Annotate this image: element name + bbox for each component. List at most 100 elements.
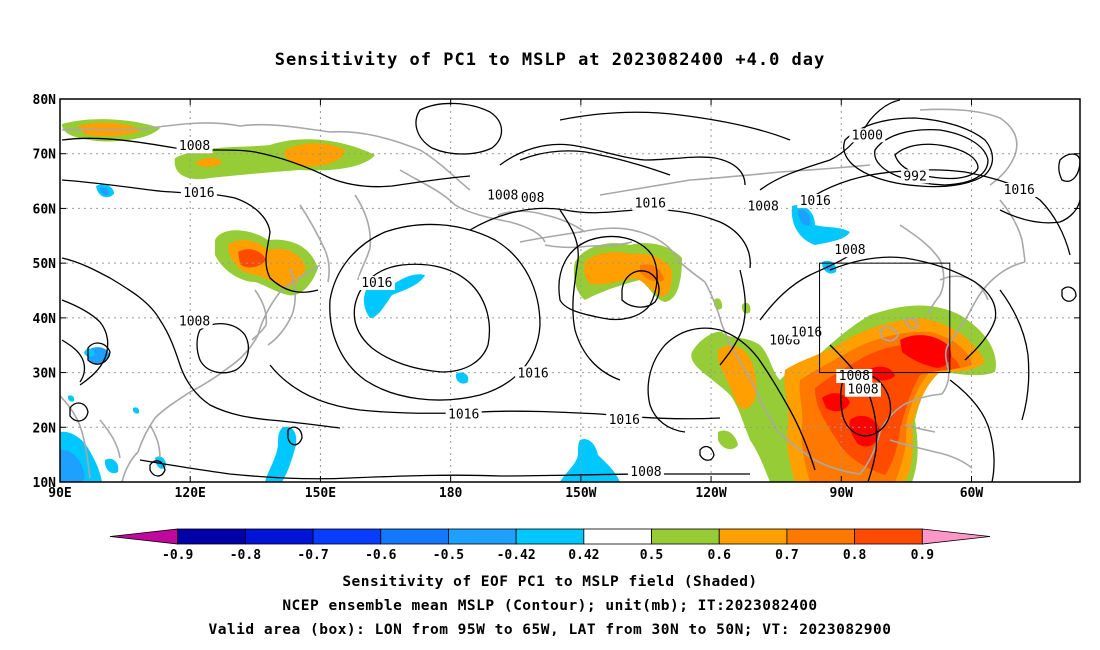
coast-siberia-east bbox=[399, 169, 546, 243]
lat-tick-label: 50N bbox=[33, 257, 57, 272]
colorbar-swatch bbox=[380, 528, 449, 545]
coast-alaska bbox=[519, 227, 706, 283]
lon-tick-label: 120E bbox=[175, 486, 206, 501]
isobar-label: 1016 bbox=[183, 186, 214, 201]
shade-blue-pac3 bbox=[560, 438, 620, 482]
isobar-1016-atlantic bbox=[999, 199, 1080, 224]
isobar-label: 992 bbox=[903, 169, 926, 184]
colorbar-tick-label: -0.7 bbox=[297, 548, 328, 563]
isobar-label: 1016 bbox=[800, 194, 831, 209]
lon-tick-label: 180 bbox=[439, 486, 463, 501]
isobar-1008-gulf bbox=[829, 344, 878, 482]
colorbar-tick-label: 0.5 bbox=[640, 548, 663, 563]
lat-tick-label: 70N bbox=[33, 148, 57, 163]
isobar-asia-1008 bbox=[61, 257, 341, 429]
coast-caribbean bbox=[889, 439, 973, 469]
colorbar-tick-label: 0.6 bbox=[707, 548, 731, 563]
shade-blue-tiny2 bbox=[67, 395, 75, 402]
coast-japan bbox=[267, 267, 297, 346]
coast-bering bbox=[497, 210, 586, 233]
map-axes: 90E 120E 150E 180 150W 120W 90W 60W 80N 70N 60N 50N… bbox=[33, 93, 1080, 501]
sensitivity-shading bbox=[60, 119, 996, 482]
map-frame bbox=[59, 98, 1081, 483]
coast-indochina bbox=[121, 451, 139, 482]
colorbar-swatch bbox=[177, 528, 246, 545]
colorbar-arrow-max bbox=[921, 528, 991, 545]
isobar-small-ring6 bbox=[1061, 286, 1077, 302]
shade-east-red3 bbox=[849, 415, 880, 447]
isobar-label-bg bbox=[180, 185, 217, 200]
coast-philippines bbox=[149, 424, 161, 459]
shade-blue-pac2 bbox=[265, 426, 297, 482]
colorbar-tick-label: 0.9 bbox=[911, 548, 934, 563]
colorbar-swatch bbox=[786, 528, 856, 545]
isobar-label: 1008 bbox=[630, 465, 661, 480]
isobar-label-bg bbox=[176, 314, 213, 329]
shade-siberia-core bbox=[284, 143, 345, 167]
isobar-label-bg bbox=[627, 464, 664, 479]
lon-tick-label: 120W bbox=[695, 486, 726, 501]
colorbar-swatch bbox=[583, 528, 652, 545]
isobar-label: 1008 bbox=[179, 314, 210, 329]
isobar-label-bg bbox=[1001, 183, 1038, 198]
shade-blue-sw2 bbox=[104, 458, 119, 474]
shade-small-green2 bbox=[741, 302, 751, 314]
isobar-contours bbox=[61, 99, 1080, 482]
isobar-1008-wp bbox=[61, 299, 109, 386]
coast-mexico bbox=[777, 431, 861, 475]
colorbar-tick-label: 0.8 bbox=[843, 548, 867, 563]
shade-siberia-core2 bbox=[195, 157, 222, 167]
coast-ne-canada bbox=[939, 275, 989, 301]
isobar-label: 1016 bbox=[448, 407, 479, 422]
colorbar-tick-label: -0.42 bbox=[497, 548, 536, 563]
coast-canada-arctic bbox=[599, 164, 871, 196]
colorbar-tick-label: -0.8 bbox=[230, 548, 261, 563]
colorbar-swatch bbox=[718, 528, 788, 545]
isobar-1016-wp bbox=[61, 339, 86, 383]
lon-tick-label: 90W bbox=[830, 486, 854, 501]
isobar-label: 1016 bbox=[609, 413, 640, 428]
shade-mexico-orange bbox=[718, 345, 757, 409]
colorbar-swatch bbox=[312, 528, 382, 545]
coast-labrador bbox=[999, 199, 1026, 263]
isobar-label-bg bbox=[831, 243, 868, 258]
isobar-1000 bbox=[843, 117, 994, 188]
lon-tick-label: 90E bbox=[48, 486, 71, 501]
colorbar-swatch bbox=[854, 528, 923, 545]
shade-blue-india2 bbox=[84, 348, 95, 357]
coast-aleutians bbox=[544, 241, 633, 249]
isobar-1016-sw-ring bbox=[196, 323, 250, 374]
shade-blue-aleut-core bbox=[798, 209, 811, 226]
coast-greenland bbox=[919, 108, 1018, 186]
colorbar-tick-label: -0.9 bbox=[162, 548, 193, 563]
isobar-label: 1016 bbox=[361, 276, 392, 291]
isobar-1008-canada bbox=[799, 169, 1071, 256]
caption-line-3: Valid area (box): LON from 95W to 65W, L… bbox=[208, 622, 892, 638]
coast-okhotsk bbox=[299, 204, 331, 283]
isobar-small-ring2 bbox=[287, 426, 303, 446]
isobar-label: 1016 bbox=[517, 366, 548, 381]
isobar-small-ring5 bbox=[69, 402, 89, 422]
isobar-label-bg bbox=[849, 128, 886, 143]
shade-blue-sw-core bbox=[60, 449, 85, 482]
coastlines bbox=[60, 108, 1026, 482]
isobar-1008-bering bbox=[499, 143, 746, 186]
colorbar-arrow-min bbox=[109, 528, 179, 545]
coast-gulf bbox=[859, 393, 943, 475]
colorbar-tick-label: 0.42 bbox=[568, 548, 599, 563]
isobar-label-bg bbox=[632, 196, 669, 211]
isobar-label: 1008 bbox=[487, 188, 518, 203]
coast-china bbox=[137, 264, 321, 453]
isobar-1016-north-west bbox=[61, 179, 319, 293]
coast-korea bbox=[251, 289, 268, 341]
coast-us-east bbox=[947, 261, 1026, 346]
colorbar-swatch bbox=[244, 528, 314, 545]
lon-tick-label: 150W bbox=[565, 486, 596, 501]
shade-east-red2 bbox=[822, 393, 850, 412]
colorbar-swatch bbox=[448, 528, 517, 545]
colorbar-swatch bbox=[515, 528, 585, 545]
coast-india-east bbox=[99, 419, 121, 459]
coast-canada-west bbox=[704, 281, 741, 363]
